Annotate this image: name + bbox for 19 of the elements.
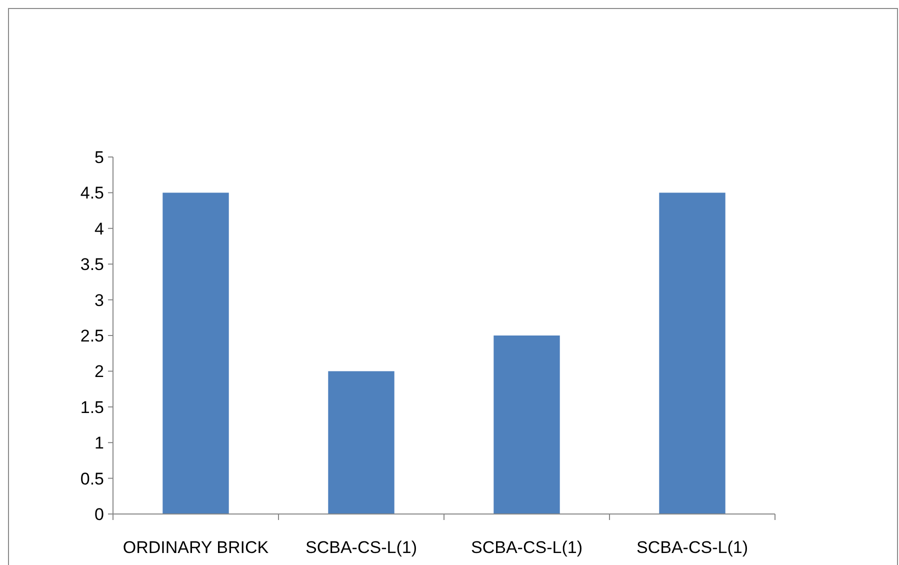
bar	[162, 192, 229, 514]
y-tick-label: 0	[94, 504, 104, 524]
bar	[494, 336, 560, 514]
y-tick-label: 2.5	[80, 326, 104, 346]
y-tick-label: 3	[94, 290, 104, 310]
y-tick-label: 4	[94, 219, 104, 238]
y-tick-label: 1	[94, 434, 104, 453]
y-tick-label: 4.5	[80, 184, 104, 203]
y-tick-label: 5	[94, 148, 104, 167]
y-tick-label: 2	[94, 362, 104, 382]
x-tick-label: ORDINARY BRICK	[122, 538, 270, 557]
y-tick-label: 3.5	[80, 255, 104, 274]
x-tick-label: SCBA-CS-L(1)	[636, 538, 748, 557]
bar	[328, 371, 394, 514]
x-tick-label: SCBA-CS-L(1)	[306, 538, 417, 557]
y-tick-label: 0.5	[80, 469, 104, 488]
y-tick-label: 1.5	[80, 398, 104, 417]
x-tick-label: SCBA-CS-L(1)	[471, 538, 582, 557]
bar	[659, 192, 726, 514]
